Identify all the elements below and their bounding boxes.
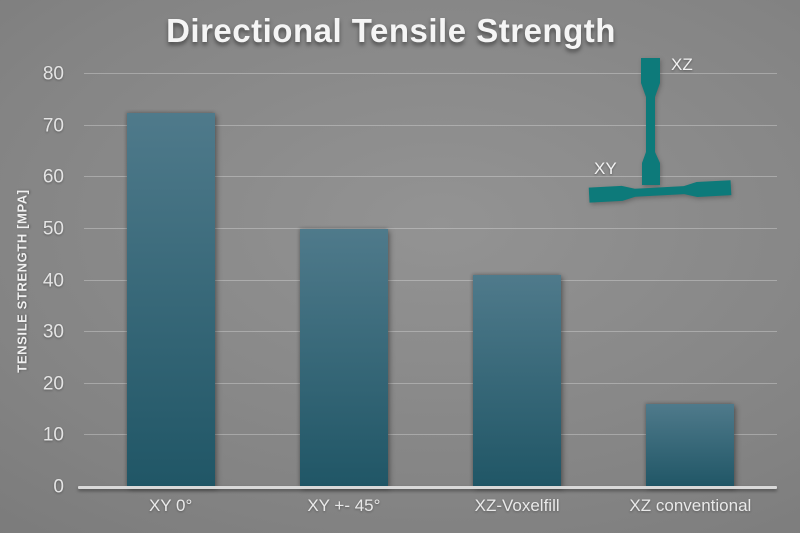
x-category-label: XZ-Voxelfill [474,496,560,515]
bar-xy-45- [299,228,388,487]
x-axis-line [78,486,777,489]
gridline [84,124,777,126]
y-tick-label: 10 [42,424,64,446]
gridline [84,331,777,333]
x-category-label: XZ conventional [629,496,752,515]
chart-title: Directional Tensile Strength [166,12,616,49]
x-axis-category-labels: XY 0° XY +- 45° XZ-Voxelfill XZ conventiona… [84,496,777,522]
y-tick-label: 70 [42,115,64,137]
gridline [84,434,777,436]
gridline [84,227,777,229]
gridline [84,279,777,281]
x-category-label: XY 0° [148,496,193,515]
gridline [84,176,777,178]
y-tick-label: 60 [42,166,64,188]
y-tick-label: 40 [42,270,64,291]
y-tick-label: 50 [42,218,64,240]
bar-xz-voxelfill [473,275,562,487]
bar-xy-0- [126,112,215,487]
gridline [84,382,777,384]
tensile-specimen-illustration [588,58,732,203]
tensile-specimen-xy-icon [588,180,732,203]
y-tick-label: 30 [42,321,64,343]
y-axis-tick-labels: 0 10 20 30 40 50 60 70 80 [0,65,64,497]
y-tick-label: 80 [42,63,64,85]
specimen-label-xy: XY [594,159,617,178]
x-category-label: XY +- 45° [307,496,381,515]
y-tick-label: 20 [42,373,64,395]
specimen-label-xz: XZ [671,55,693,74]
tensile-specimen-xz-icon [641,58,660,185]
plot-area [78,73,777,489]
gridline [84,73,777,74]
bar-xz-conventional [646,404,735,487]
y-tick-label: 0 [53,476,64,498]
